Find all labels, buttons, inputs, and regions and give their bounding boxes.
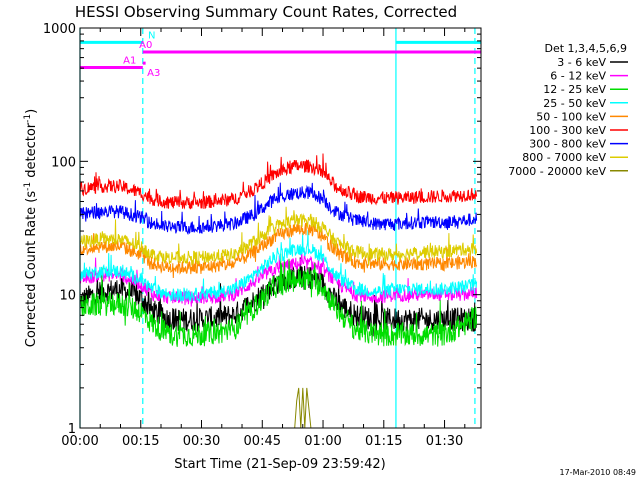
y-tick-label: 1000 <box>43 22 76 37</box>
y-axis-title: Corrected Count Rate (s-1 detector-1) <box>23 109 39 347</box>
legend-entry-label: 50 - 100 keV <box>536 110 606 123</box>
series-line <box>79 206 478 266</box>
mode-bar-label: A1 <box>123 56 136 67</box>
x-tick-label: 01:00 <box>304 434 341 449</box>
series-line <box>79 230 478 303</box>
x-tick-label: 00:30 <box>183 434 220 449</box>
x-tick-label: 00:15 <box>122 434 159 449</box>
legend-entry-label: 3 - 6 keV <box>557 56 606 69</box>
legend-entry-label: 100 - 300 keV <box>529 124 606 137</box>
legend-entry-label: 800 - 7000 keV <box>522 151 606 164</box>
series-line <box>79 153 478 210</box>
series-line <box>79 182 478 236</box>
series-line <box>79 253 478 347</box>
mode-bar-label: A3 <box>147 68 160 79</box>
mode-bar-label: N <box>148 30 155 41</box>
x-tick-label: 01:15 <box>365 434 402 449</box>
series-line <box>290 387 315 429</box>
generated-timestamp: 17-Mar-2010 08:49 <box>560 468 637 477</box>
legend-title: Det 1,3,4,5,6,9 <box>544 42 627 55</box>
y-tick-label: 100 <box>51 155 76 170</box>
legend-entry-label: 12 - 25 keV <box>543 83 606 96</box>
legend-entry-label: 25 - 50 keV <box>543 97 606 110</box>
plot-frame <box>79 27 482 429</box>
x-tick-label: 00:45 <box>244 434 281 449</box>
chart-title: HESSI Observing Summary Count Rates, Cor… <box>75 3 457 21</box>
legend-entry-label: 300 - 800 keV <box>529 138 606 151</box>
y-tick-label: 1 <box>68 422 76 437</box>
y-tick-label: 10 <box>59 289 76 304</box>
x-tick-label: 01:30 <box>426 434 463 449</box>
legend-entry-label: 6 - 12 keV <box>550 70 606 83</box>
x-tick-label: 00:00 <box>61 434 98 449</box>
x-axis-title: Start Time (21-Sep-09 23:59:42) <box>174 457 385 472</box>
legend-entry-label: 7000 - 20000 keV <box>508 165 606 178</box>
mode-bar-label: A0 <box>139 40 152 51</box>
